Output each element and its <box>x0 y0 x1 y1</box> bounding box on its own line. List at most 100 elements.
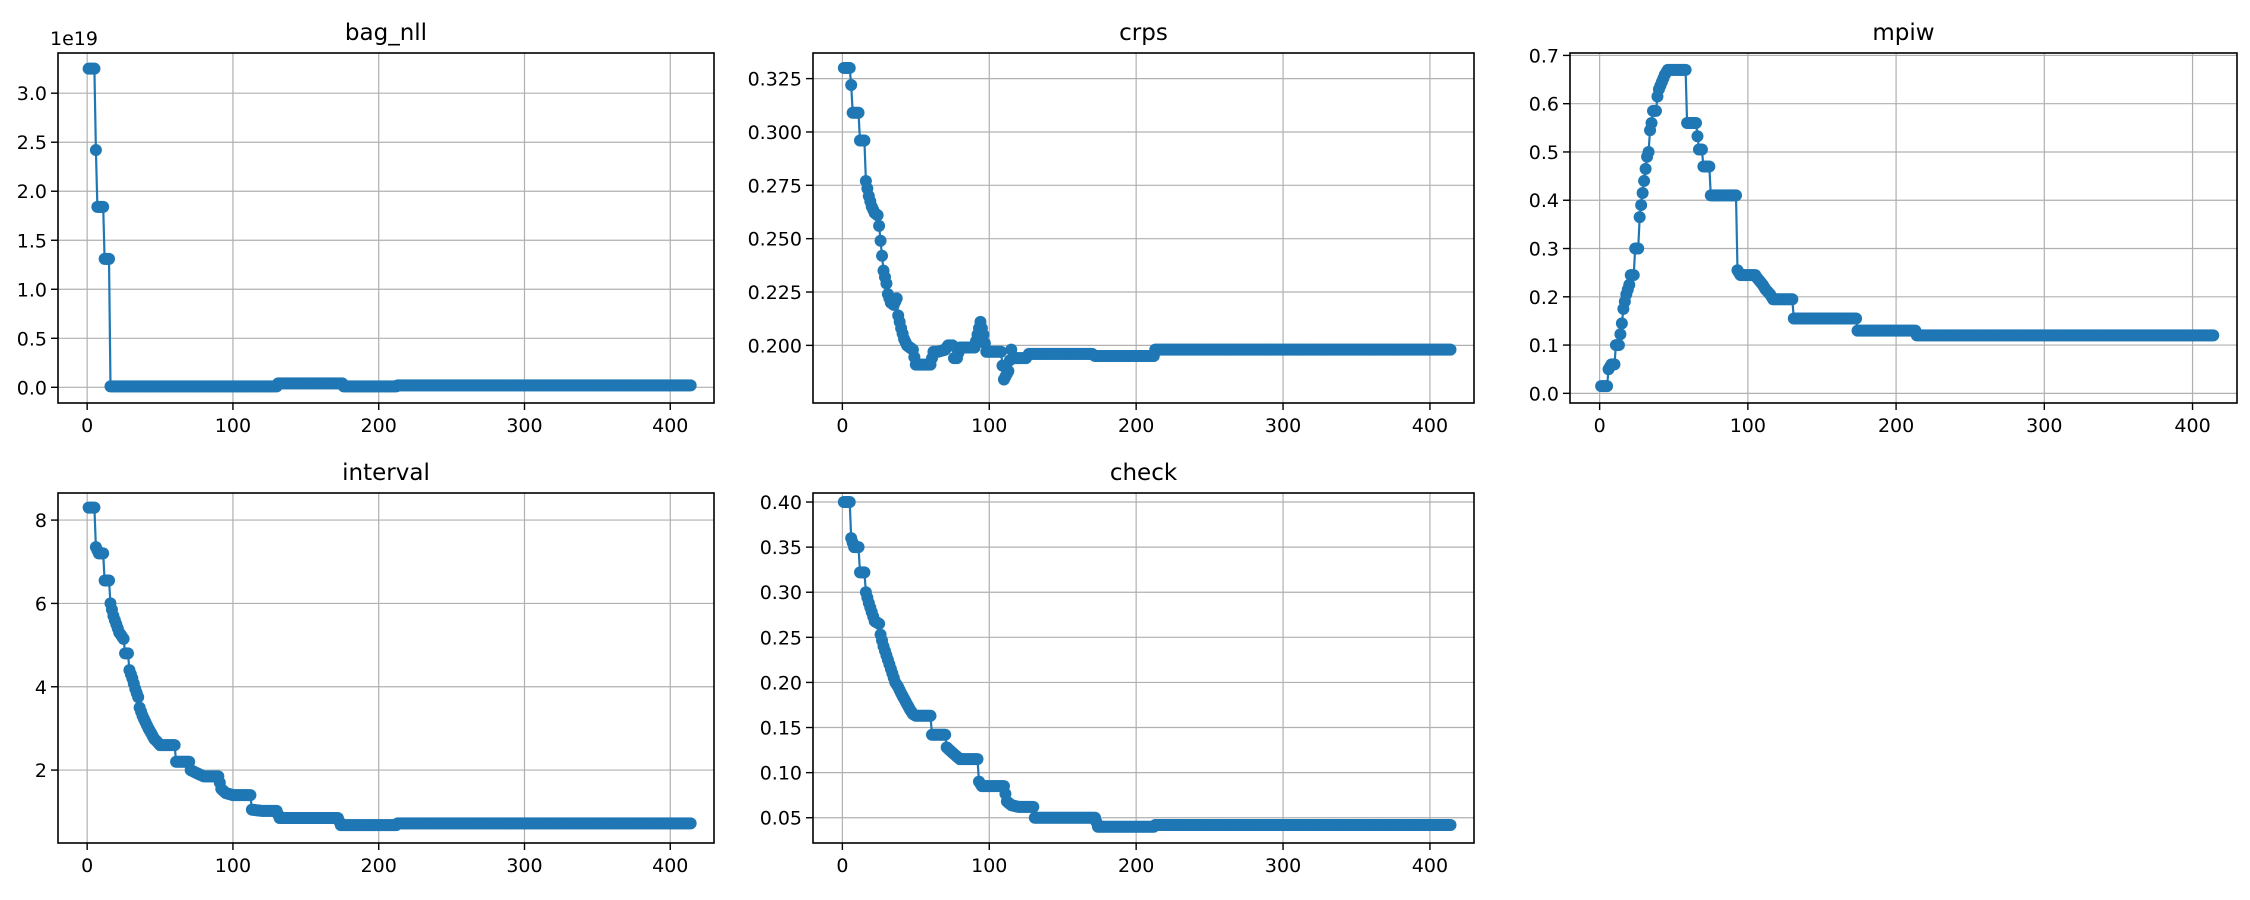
x-tick-label: 300 <box>1265 855 1301 877</box>
x-tick-label: 200 <box>1118 855 1154 877</box>
y-tick-label: 8 <box>35 510 47 532</box>
y-tick-label: 0.200 <box>748 335 802 357</box>
data-point <box>684 817 697 830</box>
y-tick-label: 0.0 <box>17 377 47 399</box>
data-point <box>890 292 903 305</box>
data-point <box>858 566 871 579</box>
y-tick-label: 0.25 <box>760 627 802 649</box>
data-point <box>924 709 937 722</box>
y-tick-label: 2 <box>35 760 47 782</box>
data-point <box>843 496 856 509</box>
x-tick-label: 0 <box>1594 415 1606 437</box>
data-point <box>684 379 697 392</box>
data-point <box>1632 242 1645 255</box>
data-point <box>103 252 116 265</box>
data-point <box>1636 187 1649 199</box>
data-point <box>1614 328 1627 341</box>
data-point <box>117 632 130 645</box>
y-tick-label: 0.250 <box>748 229 802 251</box>
data-point <box>1703 160 1716 173</box>
y-tick-label: 0.6 <box>1529 94 1559 116</box>
data-point <box>1679 63 1692 76</box>
data-point <box>1850 312 1863 325</box>
y-tick-label: 0.15 <box>760 718 802 740</box>
x-tick-label: 200 <box>1878 415 1914 437</box>
x-tick-label: 400 <box>1412 415 1448 437</box>
data-point <box>845 79 858 92</box>
series-markers <box>837 61 1457 386</box>
chart-title: interval <box>342 460 430 486</box>
y-tick-label: 6 <box>35 593 47 615</box>
data-point <box>97 200 110 213</box>
chart-title: crps <box>1119 20 1168 46</box>
y-tick-label: 0.0 <box>1529 383 1559 405</box>
series-markers <box>82 62 697 393</box>
data-point <box>995 345 1008 358</box>
data-point <box>1633 211 1646 224</box>
chart-check: 0 100 200 300 400 0.05 0.10 0.15 0.20 0.25 0.30 0.3… <box>760 460 1475 877</box>
y-tick-label: 0.5 <box>1529 142 1559 164</box>
data-point <box>132 691 145 704</box>
x-tick-label: 300 <box>506 855 542 877</box>
data-point <box>871 209 884 222</box>
data-point <box>168 739 181 752</box>
x-tick-label: 300 <box>1265 415 1301 437</box>
data-point <box>843 61 856 74</box>
y-tick-label: 0.05 <box>760 808 802 830</box>
x-tick-label: 0 <box>836 855 848 877</box>
data-point <box>1608 358 1621 371</box>
data-point <box>1649 104 1662 117</box>
y-tick-label: 0.275 <box>748 175 802 197</box>
y-tick-label: 0.30 <box>760 582 802 604</box>
data-point <box>97 547 110 560</box>
data-point <box>1635 199 1648 212</box>
y-tick-label: 1.5 <box>17 230 47 252</box>
data-point <box>939 728 952 741</box>
x-tick-label: 100 <box>971 415 1007 437</box>
x-tick-label: 100 <box>971 855 1007 877</box>
data-point <box>852 541 865 554</box>
data-point <box>1027 800 1040 813</box>
y-tick-label: 0.1 <box>1529 335 1559 357</box>
data-point <box>876 249 889 262</box>
x-tick-label: 400 <box>652 415 688 437</box>
data-point <box>1615 317 1628 330</box>
y-tick-label: 0.2 <box>1529 287 1559 309</box>
x-tick-label: 0 <box>836 415 848 437</box>
y-tick-label: 0.10 <box>760 763 802 785</box>
data-point <box>121 647 134 660</box>
y-tick-label: 2.5 <box>17 132 47 154</box>
chart-title: mpiw <box>1872 20 1934 46</box>
data-point <box>244 789 257 802</box>
data-point <box>852 106 865 119</box>
y-tick-label: 0.20 <box>760 672 802 694</box>
data-point <box>1689 117 1702 129</box>
y-tick-label: 1.0 <box>17 279 47 301</box>
y-tick-label: 2.0 <box>17 181 47 203</box>
x-tick-label: 400 <box>2174 415 2210 437</box>
axis-offset-label: 1e19 <box>50 28 98 50</box>
x-tick-label: 400 <box>1412 855 1448 877</box>
data-point <box>1002 364 1015 377</box>
series-markers <box>1595 63 2220 393</box>
y-tick-label: 0.4 <box>1529 190 1559 212</box>
data-point <box>1730 189 1743 202</box>
chart-bag-nll: 0 100 200 300 400 0.0 0.5 1.0 1.5 2.0 2.5 3.0 bag_nl… <box>17 20 715 437</box>
data-point <box>858 134 871 147</box>
y-tick-label: 0.325 <box>748 69 802 91</box>
data-point <box>1627 269 1640 282</box>
data-point <box>1639 162 1652 175</box>
chart-title: check <box>1110 460 1178 486</box>
x-tick-label: 100 <box>215 855 251 877</box>
data-point <box>88 501 101 514</box>
plot-frame <box>812 52 1475 404</box>
series-markers <box>837 496 1457 833</box>
y-tick-label: 0.7 <box>1529 45 1559 67</box>
series-line <box>88 506 691 827</box>
data-point <box>1601 380 1614 393</box>
data-point <box>1444 343 1457 356</box>
data-point <box>1645 117 1658 129</box>
data-point <box>89 144 102 157</box>
plot-frame <box>57 52 715 404</box>
